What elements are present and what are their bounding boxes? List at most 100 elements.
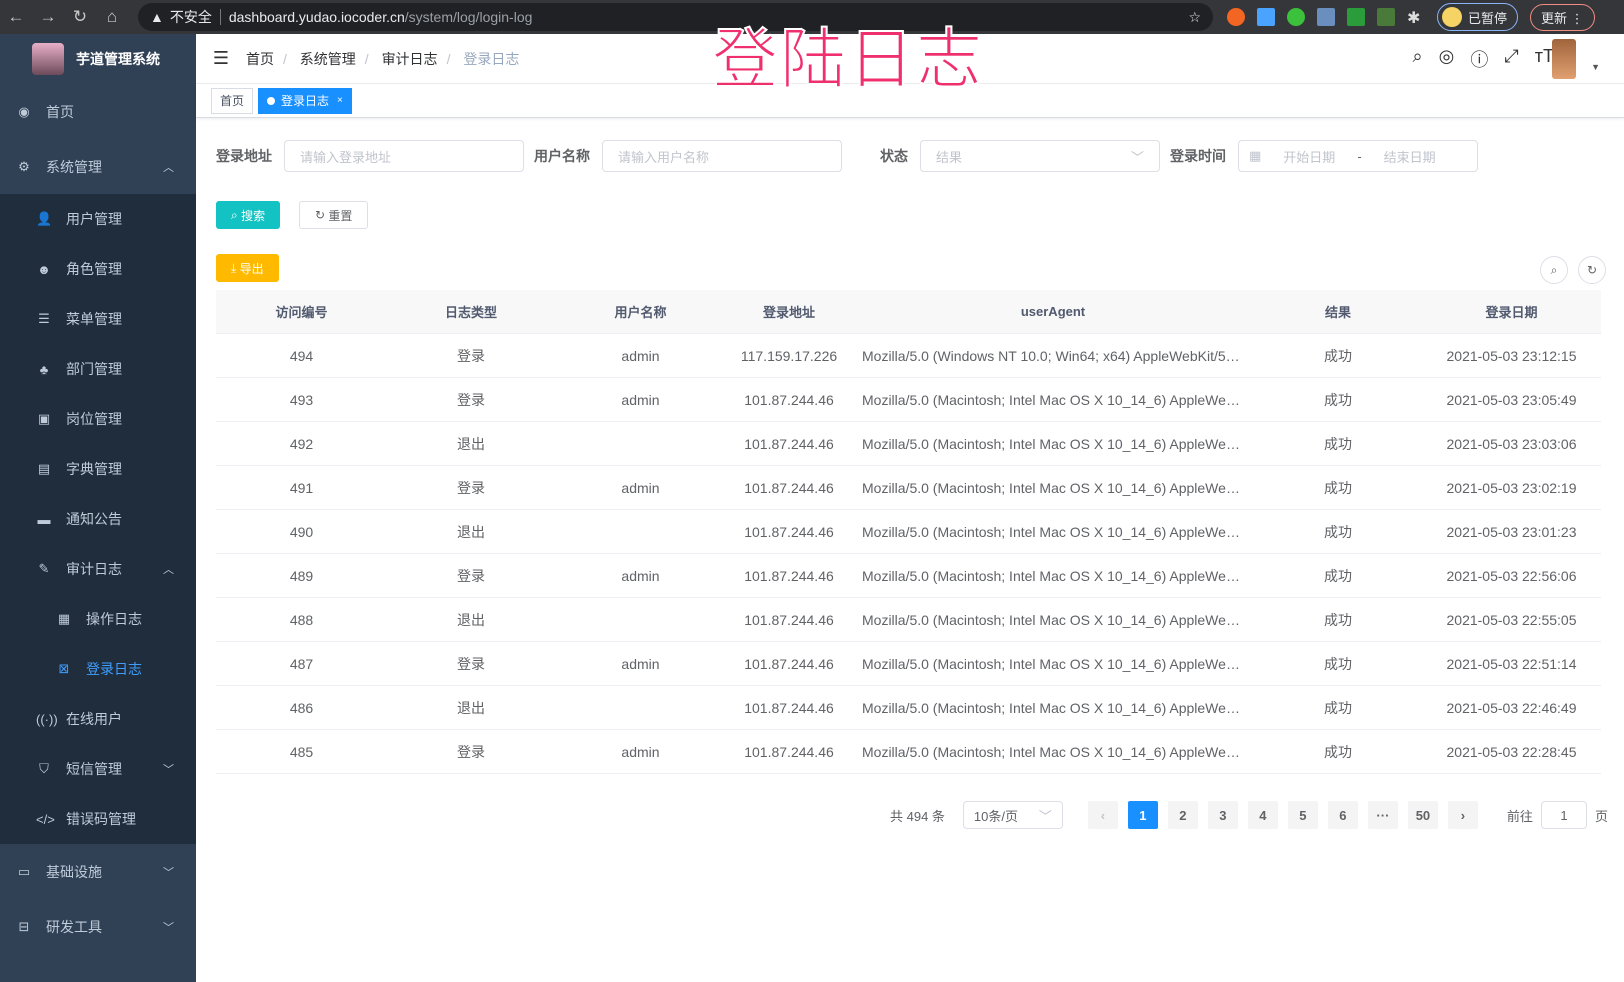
placeholder: 请输入用户名称 [618,149,710,165]
sidebar-item-audit-log[interactable]: ✎ 审计日志 ︿ [0,544,196,594]
sidebar-item-error-code[interactable]: </> 错误码管理 [0,794,196,844]
date-range-picker[interactable]: ▦ 开始日期 - 结束日期 [1238,140,1478,172]
sidebar-item-dict[interactable]: ▤ 字典管理 [0,444,196,494]
breadcrumb-item[interactable]: 系统管理 [299,50,356,67]
page-button[interactable]: 3 [1207,801,1238,829]
extension-icon[interactable] [1257,8,1275,26]
overlay-title: 登陆日志 [711,20,984,99]
table-row[interactable]: 490 退出 101.87.244.46 Mozilla/5.0 (Macintosh… [216,510,1601,554]
page-button[interactable]: ··· [1367,801,1398,829]
table-row[interactable]: 487 登录 admin 101.87.244.46 Mozilla/5.0 (Maci… [216,642,1601,686]
sidebar-item-infra[interactable]: ▭ 基础设施 ﹀ [0,844,196,899]
sidebar-item-operate-log[interactable]: ▦ 操作日志 [0,594,196,644]
start-date[interactable]: 开始日期 [1283,149,1336,165]
sidebar-item-dept[interactable]: ♣ 部门管理 [0,344,196,394]
close-icon[interactable]: × [337,95,343,106]
page-size-select[interactable]: 10条/页 ﹀ [962,801,1063,829]
export-button[interactable]: ⤓ 导出 [216,254,279,282]
page-button[interactable]: 4 [1247,801,1278,829]
column-header: userAgent [1020,304,1086,319]
search-button[interactable]: ⌕ 搜索 [216,201,281,229]
status-select[interactable]: 结果 ﹀ [920,140,1160,172]
page-button[interactable]: 50 [1407,801,1438,829]
refresh-button[interactable]: ↻ [1578,256,1606,284]
back-icon[interactable]: ← [7,7,25,26]
extension-icon[interactable] [1347,8,1365,26]
table-cell: 101.87.244.46 [744,435,834,452]
page-button[interactable]: 1 [1127,801,1158,829]
logo-image [32,43,64,75]
sidebar-item-menu[interactable]: ☰ 菜单管理 [0,294,196,344]
search-icon[interactable]: ⌕ [1412,46,1423,66]
goto-page-input[interactable]: 1 [1540,801,1587,829]
log-icon: ✎ [38,561,50,576]
table-cell: 成功 [1324,611,1352,628]
sidebar-item-notice[interactable]: ▬ 通知公告 [0,494,196,544]
sidebar-item-sms[interactable]: ⛉ 短信管理 ﹀ [0,744,196,794]
table-cell: admin [621,743,660,760]
fullscreen-icon[interactable]: ⤢ [1504,46,1519,66]
app-title: 芋道管理系统 [76,51,160,67]
puzzle-icon[interactable]: ✱ [1407,10,1421,27]
table-row[interactable]: 486 退出 101.87.244.46 Mozilla/5.0 (Macintosh… [216,686,1601,730]
sidebar-item-online-user[interactable]: ((·)) 在线用户 [0,694,196,744]
table-row[interactable]: 494 登录 admin 117.159.17.226 Mozilla/5.0 (Win… [216,334,1601,378]
table-row[interactable]: 493 登录 admin 101.87.244.46 Mozilla/5.0 (Maci… [216,378,1601,422]
github-icon[interactable]: ◎ [1438,46,1455,66]
sidebar-item-post[interactable]: ▣ 岗位管理 [0,394,196,444]
breadcrumb-item[interactable]: 审计日志 [381,50,438,67]
extension-icon[interactable] [1317,8,1335,26]
download-icon: ⤓ [231,260,240,275]
extension-icon[interactable] [1227,8,1245,26]
table-row[interactable]: 491 登录 admin 101.87.244.46 Mozilla/5.0 (Maci… [216,466,1601,510]
toggle-search-button[interactable]: ⌕ [1540,256,1568,284]
table-cell: 2021-05-03 22:51:14 [1446,655,1577,672]
avatar[interactable] [1552,39,1576,79]
sidebar-item-user[interactable]: 👤 用户管理 [0,194,196,244]
sidebar-item-tool[interactable]: ⊟ 研发工具 ﹀ [0,899,196,954]
caret-down-icon[interactable]: ▼ [1591,62,1600,72]
end-date[interactable]: 结束日期 [1383,149,1436,165]
table-cell: 成功 [1324,567,1352,584]
sidebar-item-system[interactable]: ⚙ 系统管理 ︿ [0,139,196,194]
sidebar-item-home[interactable]: ◉ 首页 [0,84,196,139]
page-button[interactable]: 6 [1327,801,1358,829]
tag-login-log[interactable]: 登录日志 × [258,87,352,114]
table-row[interactable]: 489 登录 admin 101.87.244.46 Mozilla/5.0 (Maci… [216,554,1601,598]
home-icon[interactable]: ⌂ [106,7,118,26]
font-size-icon[interactable]: тT [1534,46,1554,66]
page-button[interactable]: 5 [1287,801,1318,829]
page-button[interactable]: 2 [1167,801,1198,829]
table-row[interactable]: 492 退出 101.87.244.46 Mozilla/5.0 (Macintosh… [216,422,1601,466]
table-cell: 2021-05-03 23:05:49 [1446,391,1577,408]
tags-view: 首页 登录日志 × [196,84,1624,118]
form-icon: ▦ [57,611,71,626]
table-row[interactable]: 488 退出 101.87.244.46 Mozilla/5.0 (Macintosh… [216,598,1601,642]
reload-icon[interactable]: ↻ [72,7,88,26]
sidebar-item-role[interactable]: ☻ 角色管理 [0,244,196,294]
tag-home[interactable]: 首页 [211,87,254,114]
extension-icon[interactable] [1377,8,1395,26]
forward-icon[interactable]: → [39,7,57,26]
update-button[interactable]: 更新 ⋮ [1530,3,1595,31]
address-bar[interactable]: ▲ 不安全 dashboard.yudao.iocoder.cn /system… [138,3,1213,31]
sidebar-item-login-log[interactable]: ⊠ 登录日志 [0,644,196,694]
sidebar-item-label: 审计日志 [66,561,122,577]
extension-icon[interactable] [1287,8,1305,26]
question-icon[interactable]: ⓘ [1470,50,1489,70]
app-logo[interactable]: 芋道管理系统 [0,34,196,84]
bookmark-star-icon[interactable]: ☆ [1188,8,1201,25]
hamburger-icon[interactable]: ☰ [212,48,230,68]
profile-button[interactable]: 已暂停 [1437,3,1519,31]
reset-button[interactable]: ↻ 重置 [299,201,369,229]
prev-page-button[interactable]: ‹ [1087,801,1118,829]
audit-submenu: ▦ 操作日志 ⊠ 登录日志 [0,594,196,694]
username-input[interactable]: 请输入用户名称 [602,140,842,172]
table-cell: 101.87.244.46 [744,611,834,628]
next-page-button[interactable]: › [1447,801,1478,829]
breadcrumb-item[interactable]: 首页 [246,50,274,67]
refresh-icon: ↻ [315,208,329,222]
address-input[interactable]: 请输入登录地址 [284,140,524,172]
monitor-icon: ▭ [17,863,31,879]
table-row[interactable]: 485 登录 admin 101.87.244.46 Mozilla/5.0 (Maci… [216,730,1601,774]
